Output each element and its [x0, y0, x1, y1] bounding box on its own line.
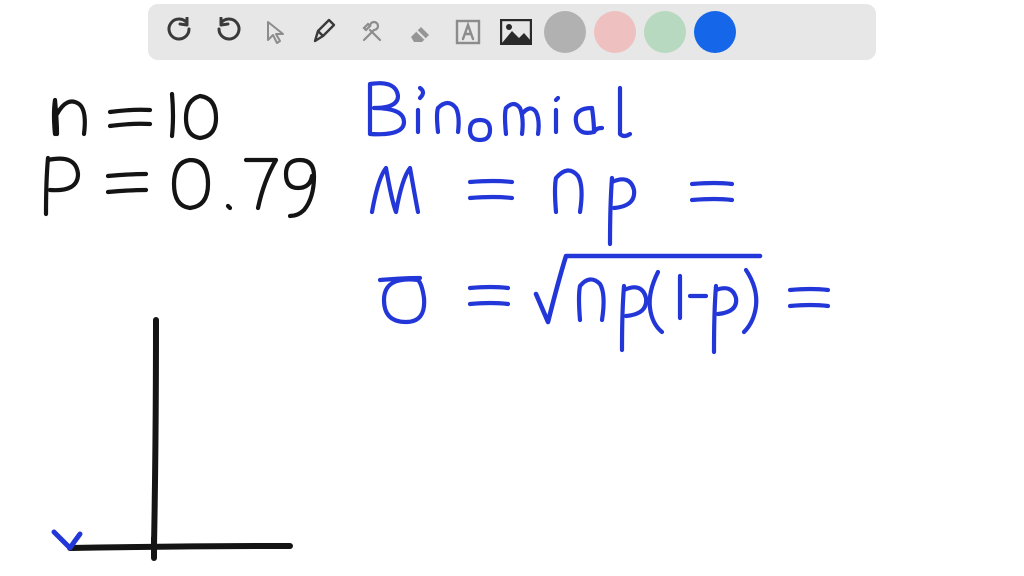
text-tool-button[interactable] — [448, 12, 488, 52]
redo-button[interactable] — [208, 12, 248, 52]
handwriting-binomial — [370, 83, 630, 140]
handwriting-axes — [70, 320, 290, 558]
image-tool-button[interactable] — [496, 12, 536, 52]
undo-button[interactable] — [160, 12, 200, 52]
swatch-green[interactable] — [644, 11, 686, 53]
swatch-red[interactable] — [594, 11, 636, 53]
pen-tool-button[interactable] — [304, 12, 344, 52]
handwriting-n-equals-10 — [54, 94, 216, 138]
eraser-tool-button[interactable] — [400, 12, 440, 52]
handwriting-sigma-line — [380, 256, 828, 352]
tools-icon[interactable] — [352, 12, 392, 52]
handwriting-p-equals — [46, 158, 314, 216]
toolbar — [148, 4, 876, 60]
handwriting-mu-line — [372, 168, 732, 244]
whiteboard-canvas[interactable] — [0, 64, 1024, 576]
swatch-blue[interactable] — [694, 11, 736, 53]
pointer-tool-button[interactable] — [256, 12, 296, 52]
swatch-gray[interactable] — [544, 11, 586, 53]
